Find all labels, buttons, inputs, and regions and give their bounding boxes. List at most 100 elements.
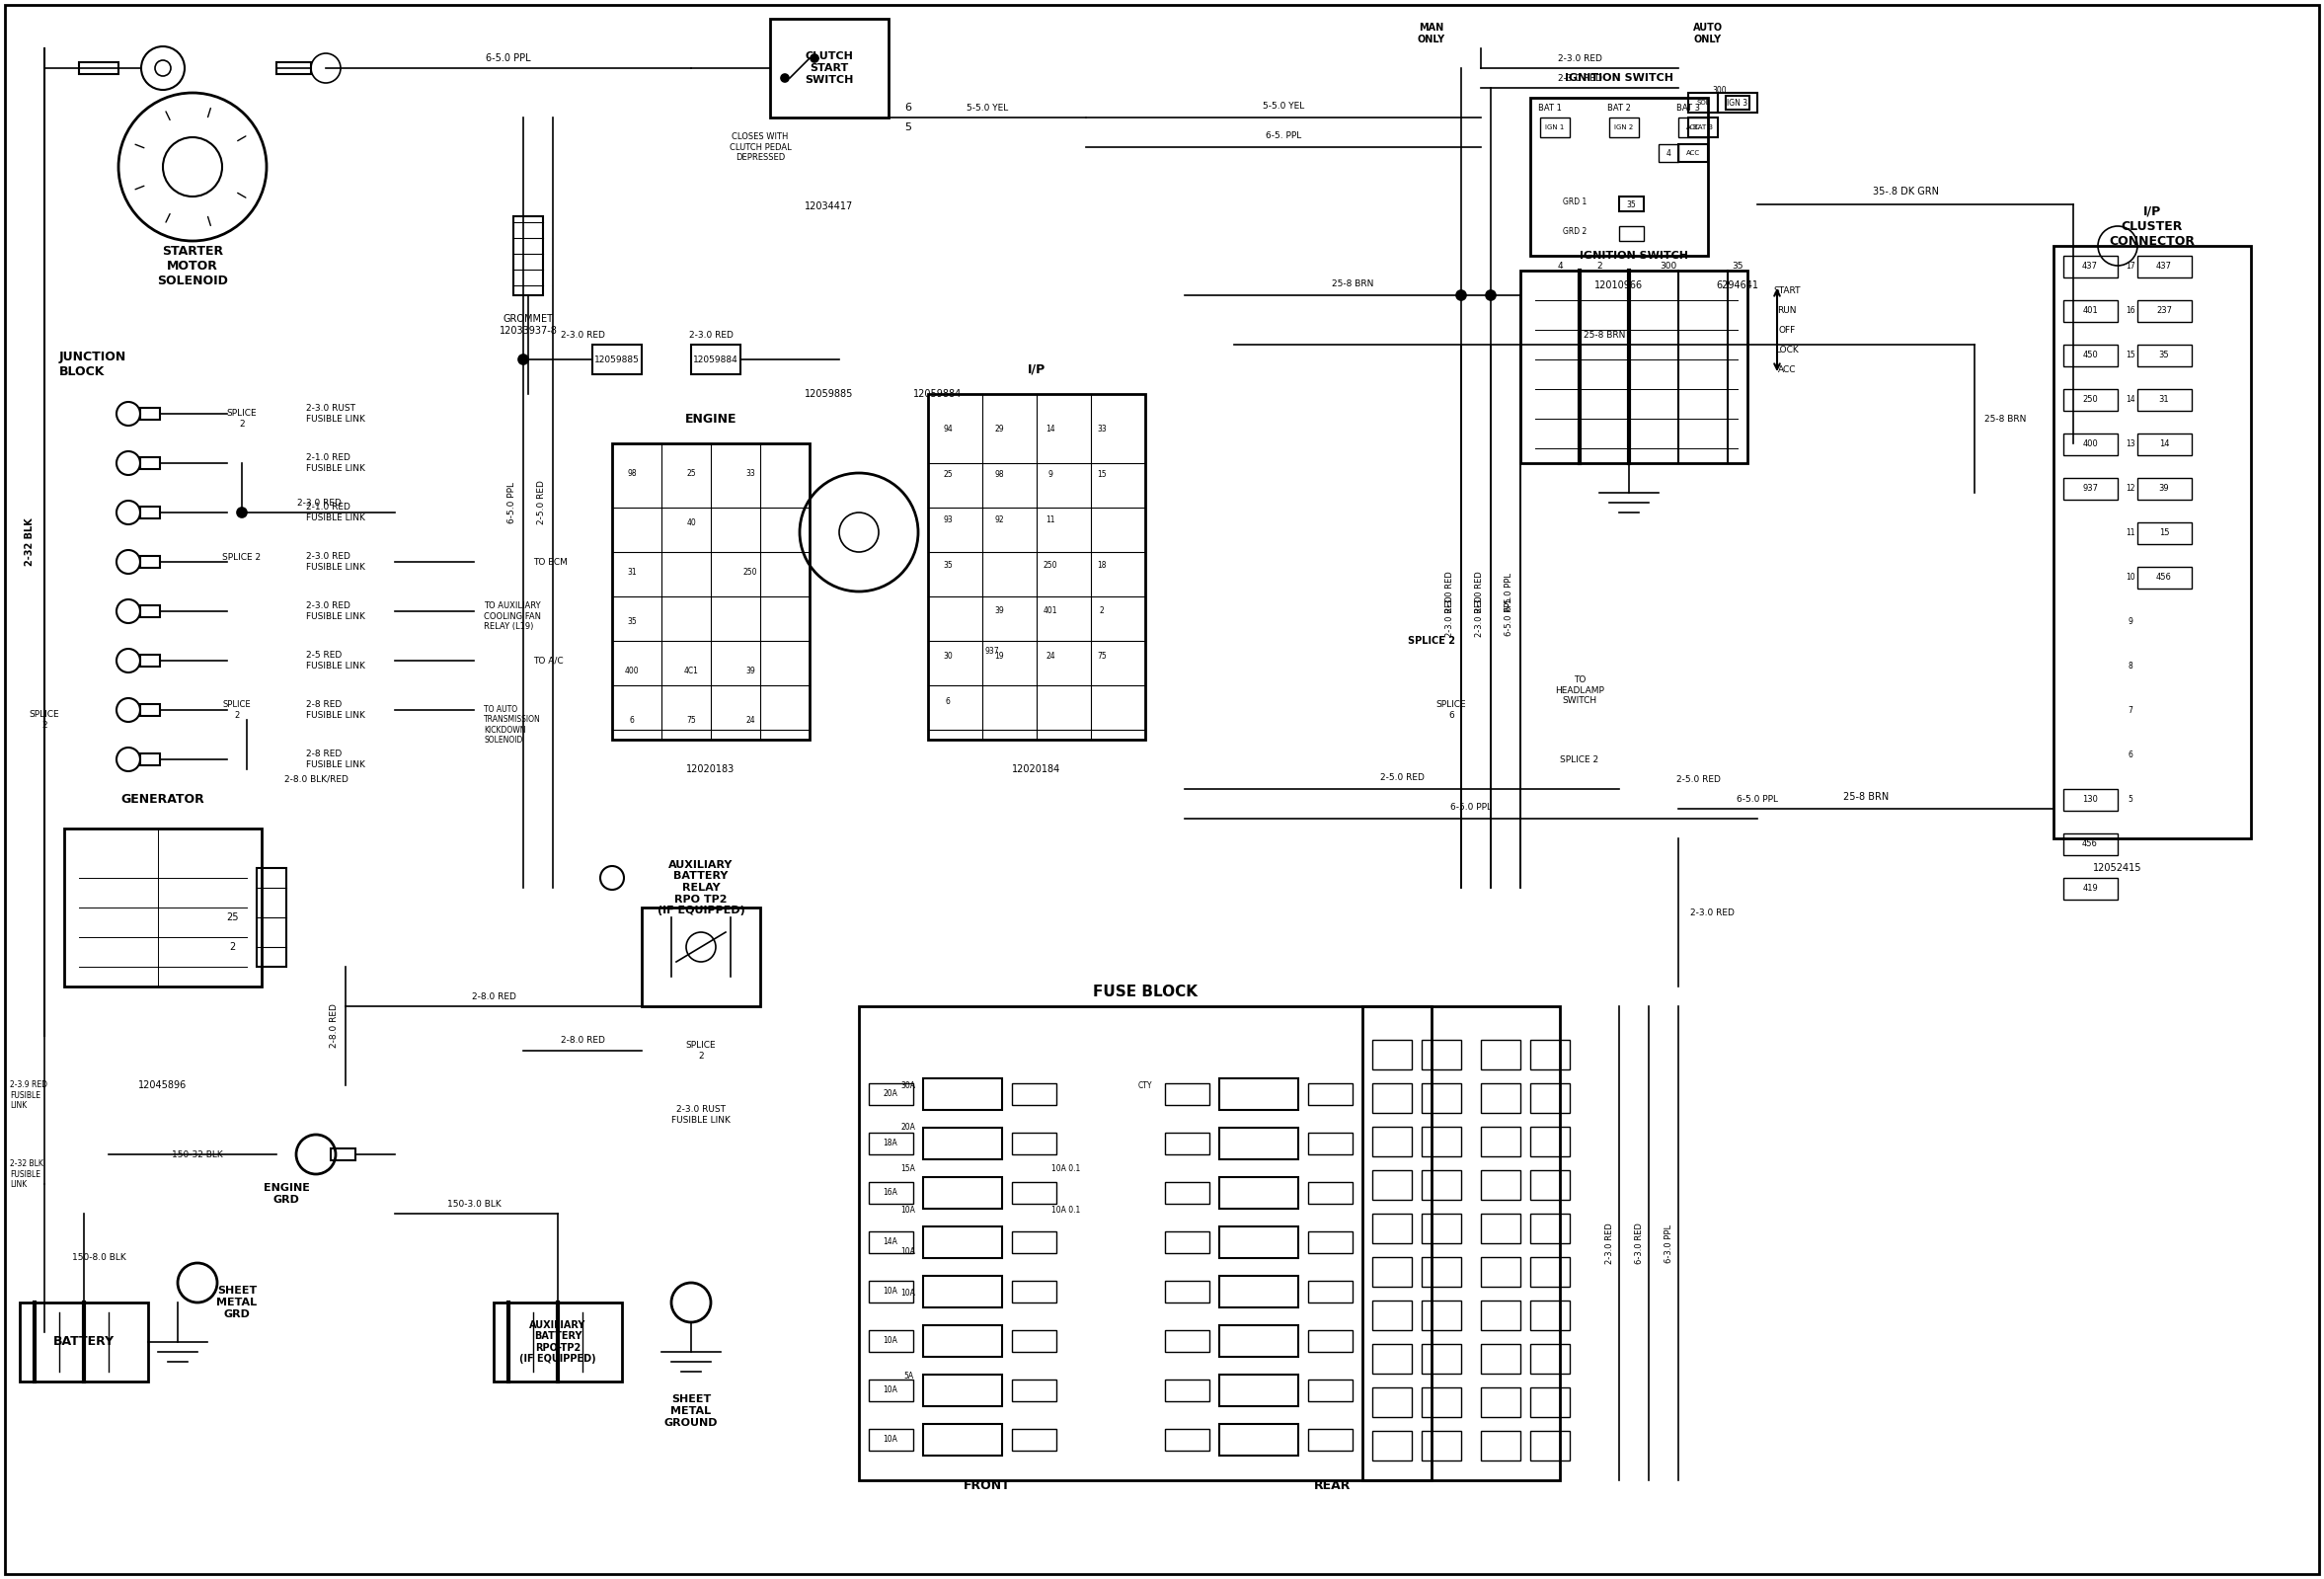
Bar [1529,1214,1569,1243]
Bar [1529,98,1708,256]
Text: 300: 300 [1713,85,1727,95]
Text: 35: 35 [2159,351,2168,358]
Bar [1362,1006,1559,1480]
Text: 6-5.0 PPL: 6-5.0 PPL [1450,802,1492,812]
Bar [1011,1232,1057,1254]
Text: AUXILIARY
BATTERY
RELAY
RPO TP2
(IF EQUIPPED): AUXILIARY BATTERY RELAY RPO TP2 (IF EQUI… [658,861,744,916]
Text: ACC: ACC [1687,150,1701,156]
Text: 2-8.0 RED: 2-8.0 RED [472,992,516,1001]
Bar [593,344,641,374]
Bar [869,1281,913,1303]
Bar [690,344,741,374]
Text: FUSE BLOCK: FUSE BLOCK [1092,984,1197,1000]
Bar [1371,1257,1411,1287]
Text: 150-8.0 BLK: 150-8.0 BLK [72,1254,125,1263]
Text: IGN 3: IGN 3 [1727,98,1748,107]
Text: 33: 33 [746,469,755,477]
Bar [1220,1375,1299,1407]
Text: 16: 16 [2126,306,2136,314]
Bar [641,908,760,1006]
Bar [1529,1388,1569,1416]
Circle shape [781,74,788,82]
Text: 6: 6 [2129,750,2133,759]
Text: 18A: 18A [883,1138,897,1148]
Bar [923,1127,1002,1159]
Bar [1620,226,1643,242]
Text: 39: 39 [746,666,755,674]
Circle shape [811,54,818,62]
Bar [1220,1127,1299,1159]
Text: 20A: 20A [883,1090,897,1099]
Text: 6-5.0 PPL: 6-5.0 PPL [1504,597,1513,635]
Bar [1422,1431,1462,1461]
Bar [923,1325,1002,1356]
Bar [65,829,263,987]
Text: 2-8 RED
FUSIBLE LINK: 2-8 RED FUSIBLE LINK [307,750,365,769]
Text: 250: 250 [1043,561,1057,570]
Bar [1529,1257,1569,1287]
Text: TO AUTO
TRANSMISSION
KICKDOWN
SOLENOID: TO AUTO TRANSMISSION KICKDOWN SOLENOID [483,704,541,745]
Text: 4C1: 4C1 [683,666,700,674]
Bar [2064,434,2117,455]
Text: 14: 14 [2126,395,2136,403]
Text: JUNCTION
BLOCK: JUNCTION BLOCK [58,351,125,379]
Bar [869,1132,913,1154]
Bar [2138,523,2192,545]
Bar [1422,1344,1462,1374]
Text: TO ECM: TO ECM [532,557,567,567]
Bar [923,1176,1002,1208]
Bar [1164,1183,1208,1203]
Text: STARTER
MOTOR
SOLENOID: STARTER MOTOR SOLENOID [158,245,228,287]
Text: 18: 18 [1097,561,1106,570]
Bar [1371,1214,1411,1243]
Circle shape [1457,291,1466,300]
Bar [139,507,160,518]
Text: 6: 6 [946,696,951,706]
Text: 10A 0.1: 10A 0.1 [1053,1164,1081,1173]
Bar [1529,1127,1569,1156]
Text: BAT 2: BAT 2 [1608,103,1631,112]
Text: 6294641: 6294641 [1717,281,1759,291]
Text: I/P: I/P [1027,363,1046,376]
Bar [139,655,160,666]
Bar [923,1276,1002,1307]
Text: 9: 9 [1048,469,1053,478]
Text: 5-5.0 YEL: 5-5.0 YEL [967,103,1009,112]
Text: 450: 450 [2082,351,2099,358]
Text: 10A: 10A [883,1386,897,1394]
Text: 6-5.0 PPL: 6-5.0 PPL [1504,572,1513,611]
Bar [2138,388,2192,411]
Text: 6: 6 [904,103,911,112]
Text: 98: 98 [995,469,1004,478]
Text: 24: 24 [746,715,755,725]
Text: SHEET
METAL
GRD: SHEET METAL GRD [216,1287,258,1318]
Text: IGNITION SWITCH: IGNITION SWITCH [1580,251,1687,261]
Bar [2064,344,2117,366]
Bar [1371,1344,1411,1374]
Bar [1727,96,1750,109]
Text: 35: 35 [944,561,953,570]
Bar [1529,1170,1569,1200]
Bar [1308,1083,1353,1105]
Text: SPLICE
2: SPLICE 2 [223,701,251,720]
Circle shape [1485,291,1497,300]
Text: SPLICE
2: SPLICE 2 [686,1041,716,1060]
Text: 2-3.0 RED: 2-3.0 RED [1473,595,1483,636]
Bar [923,1375,1002,1407]
Text: 12045896: 12045896 [139,1080,188,1090]
Text: 437: 437 [2157,261,2173,270]
Bar [1529,1344,1569,1374]
Text: 75: 75 [1097,651,1106,660]
Text: TO AUXILIARY
COOLING FAN
RELAY (L19): TO AUXILIARY COOLING FAN RELAY (L19) [483,602,541,632]
Bar [19,1303,149,1382]
Text: CLOSES WITH
CLUTCH PEDAL
DEPRESSED: CLOSES WITH CLUTCH PEDAL DEPRESSED [730,133,790,163]
Text: 35: 35 [1731,261,1743,270]
Text: 25-8 BRN: 25-8 BRN [1985,414,2027,423]
Text: FRONT: FRONT [964,1480,1011,1492]
Text: 6-3.0 PPL: 6-3.0 PPL [1664,1224,1673,1263]
Text: 94: 94 [944,425,953,433]
Text: BAT 3: BAT 3 [1676,103,1701,112]
Text: ENGINE: ENGINE [686,412,737,425]
Text: 7: 7 [2129,706,2133,714]
Text: CLUTCH
START
SWITCH: CLUTCH START SWITCH [804,52,853,85]
